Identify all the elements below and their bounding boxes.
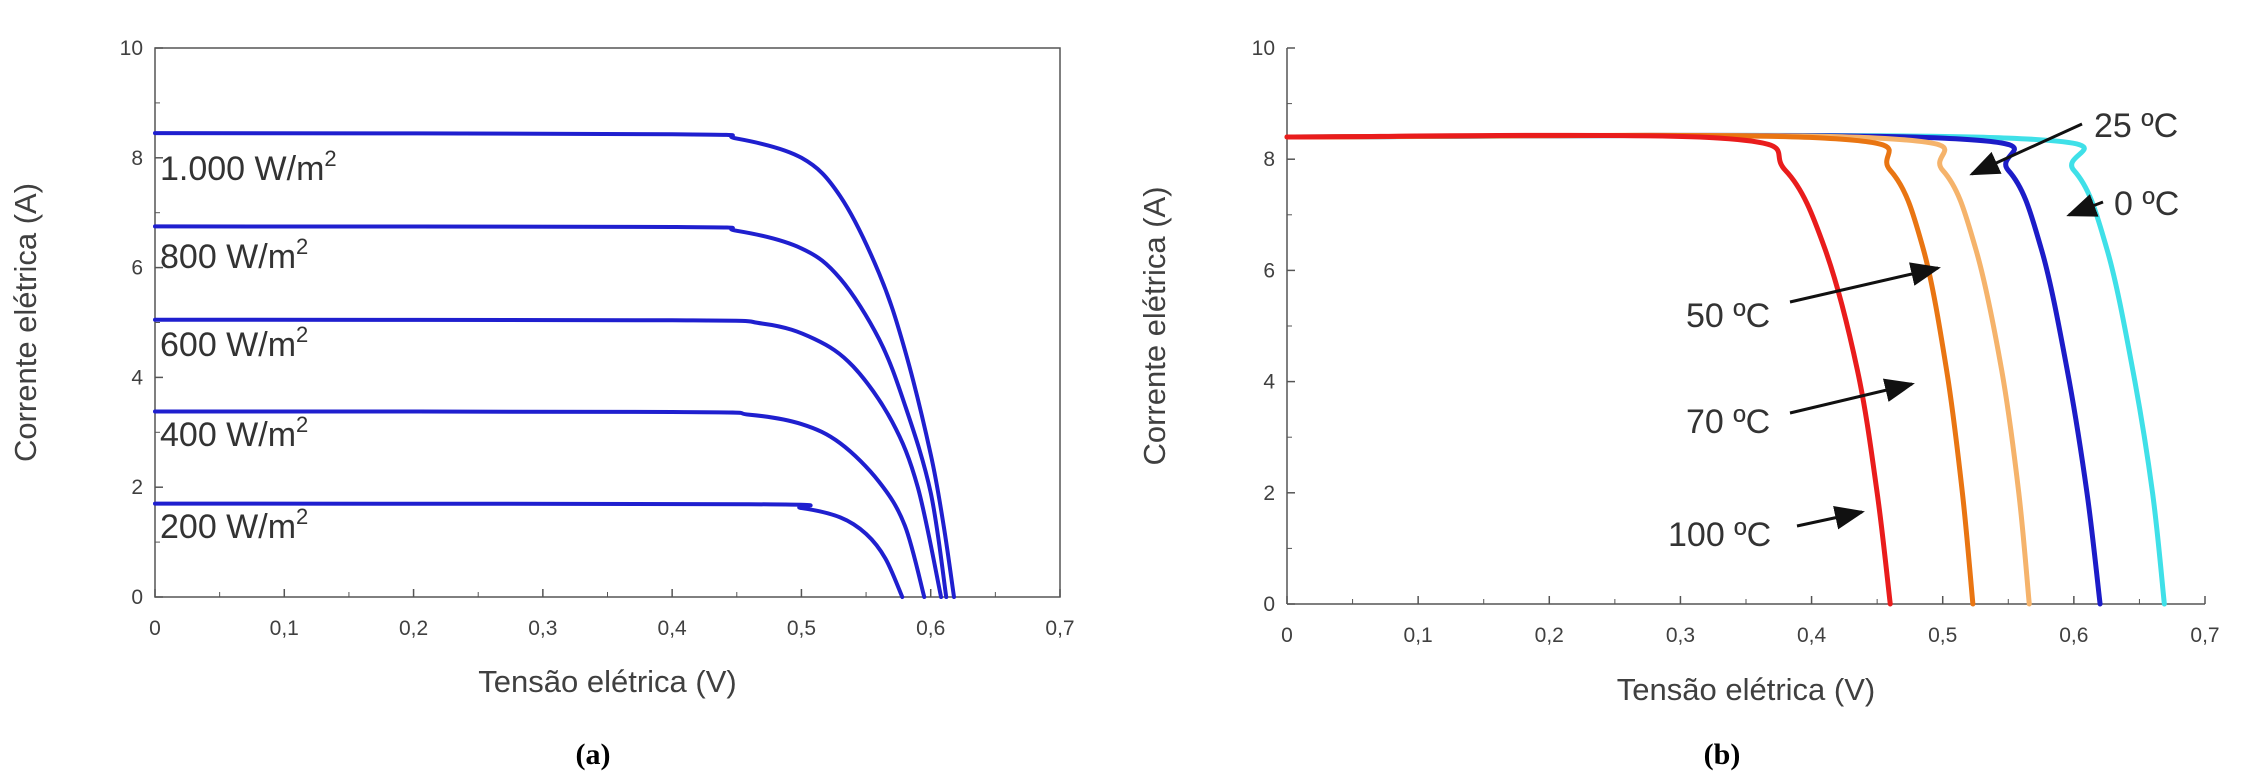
y-tick-label: 2 — [131, 476, 143, 499]
x-tick-label: 0,6 — [2059, 624, 2088, 647]
chart-b: 0 2 4 6 8 10 0 0,1 0,2 0,3 0,4 0,5 0,6 0,7 Tensão elét… — [1137, 37, 2220, 771]
y-tick-label: 6 — [131, 257, 143, 280]
temperature-annotation: 0 ºC — [2114, 185, 2179, 223]
series-label-text: 600 W/m — [160, 326, 296, 364]
x-tick-label: 0,3 — [1666, 624, 1695, 647]
series-label: 200 W/m2 — [160, 504, 308, 546]
y-tick-label: 10 — [1252, 37, 1275, 60]
y-tick-label: 8 — [1263, 148, 1275, 171]
x-tick-label: 0,7 — [1045, 617, 1074, 640]
series-label: 400 W/m2 — [160, 412, 308, 454]
y-axis-label: Corrente elétrica (A) — [1137, 186, 1172, 465]
x-tick-label: 0,6 — [916, 617, 945, 640]
y-tick-label: 8 — [131, 147, 143, 170]
annotation-arrow — [1969, 122, 2083, 176]
series-label: 800 W/m2 — [160, 234, 308, 276]
series-label-text: 1.000 W/m — [160, 150, 324, 188]
temperature-annotation: 50 ºC — [1686, 297, 1770, 335]
y-tick-label: 0 — [131, 586, 143, 609]
annotation-arrow — [1789, 262, 1941, 304]
x-tick-label: 0,3 — [528, 617, 557, 640]
annotation-arrow — [2066, 194, 2104, 217]
series-line-3 — [153, 409, 927, 599]
series-line-3 — [1284, 132, 1976, 607]
temperature-annotation: 25 ºC — [2094, 107, 2178, 145]
y-tick-label: 4 — [1263, 371, 1275, 394]
figure-caption: (a) — [576, 738, 611, 771]
x-tick-label: 0 — [1281, 624, 1293, 647]
figure-caption: (b) — [1704, 738, 1741, 771]
x-tick-label: 0,4 — [658, 617, 688, 640]
annotation-arrow — [1796, 505, 1865, 530]
annotation-arrow — [1789, 378, 1915, 415]
y-tick-label: 2 — [1263, 482, 1275, 505]
x-axis-label: Tensão elétrica (V) — [478, 664, 736, 699]
x-tick-label: 0,5 — [787, 617, 816, 640]
series-label-text: 400 W/m — [160, 416, 296, 454]
x-tick-label: 0,2 — [1535, 624, 1564, 647]
series-line-1 — [153, 224, 949, 599]
series-label-superscript: 2 — [296, 412, 308, 437]
x-tick-label: 0,7 — [2190, 624, 2219, 647]
temperature-annotation: 70 ºC — [1686, 403, 1770, 441]
y-tick-label: 4 — [131, 366, 143, 389]
chart-a: 0 2 4 6 8 10 0 0,1 0,2 0,3 0,4 0,5 0,6 0,7 Tensão elét… — [8, 37, 1075, 771]
x-tick-label: 0 — [149, 617, 161, 640]
series-label-superscript: 2 — [296, 504, 308, 529]
series-line-4 — [1284, 132, 1893, 607]
series-label-text: 800 W/m — [160, 238, 296, 276]
x-tick-label: 0,1 — [1404, 624, 1433, 647]
x-tick-label: 0,5 — [1928, 624, 1957, 647]
series-label: 1.000 W/m2 — [160, 146, 337, 188]
x-tick-label: 0,2 — [399, 617, 428, 640]
series-line-0 — [153, 131, 956, 599]
x-axis-label: Tensão elétrica (V) — [1617, 672, 1875, 707]
series-label: 600 W/m2 — [160, 322, 308, 364]
y-tick-label: 10 — [120, 37, 143, 60]
temperature-annotation: 100 ºC — [1668, 516, 1771, 554]
series-line-2 — [1284, 132, 2032, 607]
series-line-2 — [153, 317, 944, 599]
y-axis-label: Corrente elétrica (A) — [8, 183, 43, 462]
series-label-superscript: 2 — [296, 234, 308, 259]
x-tick-label: 0,1 — [270, 617, 299, 640]
series-line-4 — [153, 501, 905, 599]
y-tick-label: 0 — [1263, 593, 1275, 616]
y-tick-label: 6 — [1263, 259, 1275, 282]
x-tick-label: 0,4 — [1797, 624, 1827, 647]
series-label-text: 200 W/m — [160, 508, 296, 546]
series-label-superscript: 2 — [324, 146, 336, 171]
series-label-superscript: 2 — [296, 322, 308, 347]
